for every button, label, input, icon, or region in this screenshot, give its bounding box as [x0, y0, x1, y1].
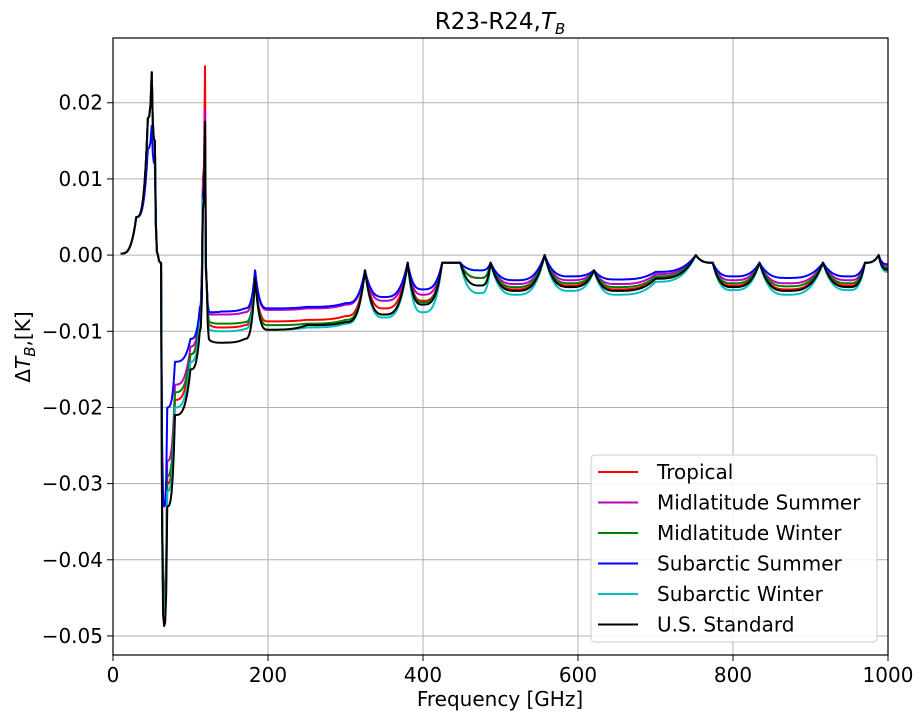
legend-box — [590, 454, 878, 643]
y-tick-label: 0.02 — [58, 91, 103, 115]
legend-label: U.S. Standard — [657, 613, 794, 637]
y-tick-label: 0.01 — [58, 167, 103, 191]
series-group — [120, 65, 888, 628]
x-tick-label: 0 — [107, 663, 120, 687]
legend-label: Midlatitude Winter — [657, 521, 842, 545]
y-axis-label: ΔTB,[K] — [11, 311, 39, 382]
legend-label: Subarctic Summer — [657, 552, 842, 576]
y-tick-label: −0.05 — [42, 624, 103, 648]
plot-frame — [112, 37, 889, 656]
legend-label: Subarctic Winter — [657, 582, 824, 606]
x-axis-label: Frequency [GHz] — [417, 687, 583, 711]
legend-label: Midlatitude Summer — [657, 491, 861, 515]
legend-label: Tropical — [656, 460, 733, 484]
y-tick-label: 0.00 — [58, 243, 103, 267]
x-tick-label: 200 — [249, 663, 287, 687]
chart-title: R23-R24,TB — [435, 9, 565, 38]
y-axis: −0.05 −0.04 −0.03 −0.02 −0.01 0.00 0.01 0.02 — [42, 91, 113, 648]
x-axis: 0 200 400 600 800 1000 — [107, 655, 914, 687]
y-tick-label: −0.04 — [42, 548, 103, 572]
series-line-5 — [120, 71, 888, 628]
grid — [112, 38, 889, 655]
legend: Tropical Midlatitude Summer Midlatitude Wi… — [590, 454, 878, 643]
y-tick-label: −0.01 — [42, 319, 103, 343]
x-tick-label: 400 — [404, 663, 442, 687]
y-tick-label: −0.03 — [42, 472, 103, 496]
x-tick-label: 800 — [714, 663, 752, 687]
x-tick-label: 600 — [559, 663, 597, 687]
x-tick-label: 1000 — [863, 663, 914, 687]
y-tick-label: −0.02 — [42, 395, 103, 419]
